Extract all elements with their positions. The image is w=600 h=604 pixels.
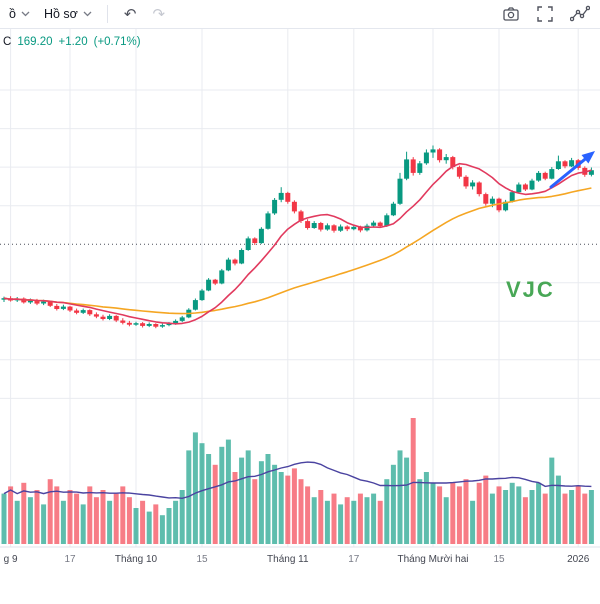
trend-arrow-drawing[interactable] xyxy=(549,151,595,189)
x-tick-label: 2026 xyxy=(567,554,590,565)
redo-button[interactable]: ↷ xyxy=(144,5,173,24)
x-axis-labels[interactable]: g 9 17 Tháng 10 15 Tháng 11 17 Tháng Mười hai 1… xyxy=(4,554,590,565)
chart-svg: VJC g 9 17 Tháng 10 15 Tháng 11 17 Tháng Mười h… xyxy=(0,29,600,565)
close-value: 169.20 xyxy=(17,36,53,48)
x-tick-label: 17 xyxy=(64,554,76,565)
chart-menu-label: ồ xyxy=(9,7,16,21)
drawing-tools-icon[interactable] xyxy=(570,5,590,23)
x-tick-label: Tháng 11 xyxy=(267,554,309,565)
volume-ma-line xyxy=(3,461,592,500)
undo-button[interactable]: ↶ xyxy=(116,5,145,24)
ma-fast-line xyxy=(3,162,592,325)
chart-canvas[interactable]: C 169.20 +1.20 (+0.71%) VJC g 9 17 Tháng 10… xyxy=(0,29,600,599)
volume-bars xyxy=(1,418,594,544)
screenshot-icon[interactable] xyxy=(502,5,520,23)
chevron-down-icon xyxy=(21,11,30,17)
x-tick-label: 17 xyxy=(348,554,360,565)
profile-menu-label: Hồ sơ xyxy=(43,7,78,21)
undo-icon: ↶ xyxy=(123,4,137,23)
change-percent: (+0.71%) xyxy=(93,36,141,48)
ma-slow-line xyxy=(3,187,592,315)
toolbar-divider xyxy=(106,5,108,23)
fullscreen-icon[interactable] xyxy=(536,5,554,23)
close-label: C xyxy=(3,36,12,48)
profile-menu-button[interactable]: Hồ sơ xyxy=(37,3,99,25)
chevron-down-icon xyxy=(83,11,92,17)
price-legend: C 169.20 +1.20 (+0.71%) xyxy=(3,36,141,48)
grid xyxy=(0,29,600,547)
change-value: +1.20 xyxy=(58,36,88,48)
x-tick-label: Tháng Mười hai xyxy=(397,554,468,565)
x-tick-label: 15 xyxy=(196,554,208,565)
candle-series xyxy=(1,145,594,329)
symbol-watermark: VJC xyxy=(506,277,555,302)
toolbar-left-group: ồ Hồ sơ ↶ ↷ xyxy=(2,3,173,25)
top-toolbar: ồ Hồ sơ ↶ ↷ xyxy=(0,0,600,29)
x-tick-label: g 9 xyxy=(4,554,18,565)
x-tick-label: 15 xyxy=(493,554,505,565)
redo-icon: ↷ xyxy=(152,4,166,23)
x-tick-label: Tháng 10 xyxy=(115,554,158,565)
toolbar-right-group xyxy=(502,5,590,23)
chart-menu-button[interactable]: ồ xyxy=(2,3,37,25)
